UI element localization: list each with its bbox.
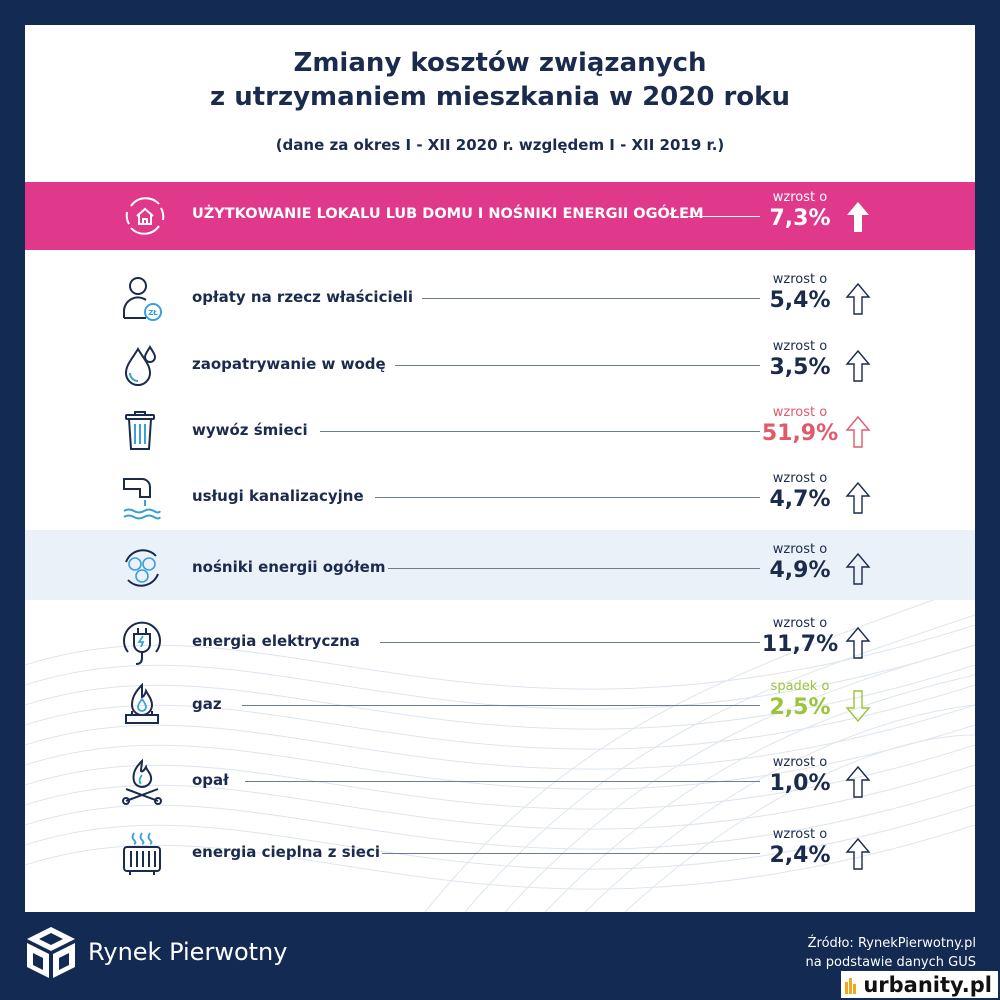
owner-zl-icon: ZŁ <box>123 277 162 321</box>
background-waves <box>25 584 975 912</box>
row-label: wywóz śmieci <box>192 421 308 439</box>
leader-line <box>380 642 760 643</box>
row-label: energia cieplna z sieci <box>192 843 380 861</box>
row-label: nośniki energii ogółem <box>192 558 386 576</box>
row-value: 2,5% <box>769 695 831 720</box>
row-label: opał <box>192 771 229 789</box>
row-direction: wzrost o <box>772 190 828 205</box>
row-direction: wzrost o <box>772 471 828 486</box>
leader-line <box>395 365 760 366</box>
total-highlight-band <box>25 182 975 250</box>
title-line-2: z utrzymaniem mieszkania w 2020 roku <box>210 82 790 112</box>
source-note: Źródło: RynekPierwotny.pl na podstawie d… <box>805 934 976 972</box>
leader-line <box>422 298 760 299</box>
row-direction: wzrost o <box>772 405 828 420</box>
electric-plug-icon <box>123 621 161 665</box>
leader-line <box>388 568 760 569</box>
row-value: 51,9% <box>761 421 839 446</box>
cost-row-total: UŻYTKOWANIE LOKALU LUB DOMU I NOŚNIKI EN… <box>25 186 975 246</box>
cost-row-owner-fees: ZŁ opłaty na rzecz właścicieli wzrost o … <box>25 268 975 328</box>
row-value: 11,7% <box>761 632 839 657</box>
cost-row-sewage: usługi kanalizacyjne wzrost o 4,7% <box>25 467 975 527</box>
row-value: 2,4% <box>769 843 831 868</box>
arrow-down-icon <box>845 690 871 723</box>
source-line-2: na podstawie danych GUS <box>805 955 976 970</box>
row-value: 7,3% <box>769 206 831 231</box>
arrow-up-icon <box>845 415 871 448</box>
subtitle: (dane za okres I - XII 2020 r. względem … <box>275 136 725 154</box>
row-value: 1,0% <box>769 771 831 796</box>
arrow-up-icon <box>845 481 871 514</box>
row-direction: wzrost o <box>772 827 828 842</box>
energy-carriers-icon <box>125 549 159 587</box>
row-direction: wzrost o <box>772 616 828 631</box>
radiator-icon <box>123 832 161 875</box>
arrow-up-icon <box>845 552 871 585</box>
cost-row-fuel: opał wzrost o 1,0% <box>25 751 975 811</box>
row-label: gaz <box>192 695 222 713</box>
row-direction: wzrost o <box>772 542 828 557</box>
rynek-pierwotny-logo-icon <box>27 927 75 978</box>
energy-highlight-band <box>25 530 975 600</box>
firewood-icon <box>122 758 162 805</box>
cost-row-heat: energia cieplna z sieci wzrost o 2,4% <box>25 823 975 883</box>
leader-line <box>245 781 760 782</box>
urbanity-text: urbanity.pl <box>863 972 992 997</box>
arrow-up-icon <box>845 626 871 659</box>
row-direction: spadek o <box>770 679 830 694</box>
row-direction: wzrost o <box>772 272 828 287</box>
cost-row-waste: wywóz śmieci wzrost o 51,9% <box>25 401 975 461</box>
arrow-up-icon <box>845 282 871 315</box>
leader-line <box>375 497 760 498</box>
row-value: 5,4% <box>769 288 831 313</box>
arrow-up-icon <box>845 349 871 382</box>
leader-line <box>320 431 760 432</box>
row-label: zaopatrywanie w wodę <box>192 355 386 373</box>
row-value: 3,5% <box>769 355 831 380</box>
svg-text:ZŁ: ZŁ <box>148 309 158 317</box>
leader-line <box>382 853 760 854</box>
leader-line <box>242 705 760 706</box>
row-label: opłaty na rzecz właścicieli <box>192 288 414 306</box>
row-direction: wzrost o <box>772 339 828 354</box>
row-value: 4,7% <box>769 487 831 512</box>
row-label: usługi kanalizacyjne <box>192 487 364 505</box>
trash-can-icon <box>125 411 155 450</box>
arrow-up-icon <box>845 837 871 870</box>
urbanity-watermark: urbanity.pl <box>841 971 998 998</box>
home-cycle-icon <box>125 197 165 235</box>
cost-row-energy-total: nośniki energii ogółem wzrost o 4,9% <box>25 538 975 598</box>
brand-name: Rynek Pierwotny <box>88 938 288 966</box>
sewer-pipe-icon <box>123 478 161 520</box>
cost-row-electricity: energia elektryczna wzrost o 11,7% <box>25 612 975 672</box>
water-drop-icon <box>124 345 157 386</box>
row-value: 4,9% <box>769 558 831 583</box>
cost-row-water: zaopatrywanie w wodę wzrost o 3,5% <box>25 335 975 395</box>
leader-line <box>688 216 760 217</box>
urbanity-logo-icon <box>845 977 857 994</box>
gas-flame-icon <box>125 682 159 724</box>
row-label: UŻYTKOWANIE LOKALU LUB DOMU I NOŚNIKI EN… <box>192 206 704 222</box>
title-line-1: Zmiany kosztów związanych <box>293 48 707 78</box>
cost-row-gas: gaz spadek o 2,5% <box>25 675 975 735</box>
row-label: energia elektryczna <box>192 632 360 650</box>
row-direction: wzrost o <box>772 755 828 770</box>
arrow-up-icon <box>845 765 871 798</box>
source-line-1: Źródło: RynekPierwotny.pl <box>807 936 976 951</box>
arrow-up-icon <box>847 202 869 232</box>
infographic-card: Zmiany kosztów związanych z utrzymaniem … <box>25 25 975 912</box>
